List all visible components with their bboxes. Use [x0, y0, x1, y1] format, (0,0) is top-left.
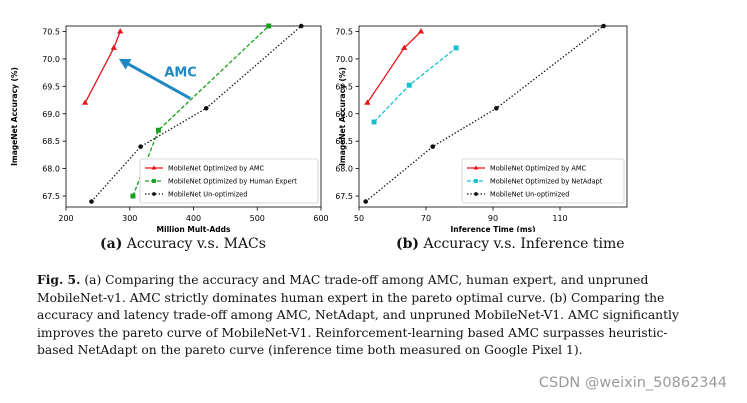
- chart-0-series-0-point: [110, 44, 117, 50]
- chart-0-series-0: [81, 28, 124, 105]
- chart-0-series-1-point: [130, 193, 136, 199]
- chart-0-series-2-point: [89, 199, 94, 204]
- chart-1-series-0-point: [417, 28, 425, 34]
- chart-1-series-1-point: [406, 82, 412, 88]
- chart-1-y-tick-label: 68.5: [336, 137, 353, 146]
- chart-0-series-2-point: [203, 105, 209, 111]
- chart-1-series-2-point: [363, 199, 369, 204]
- chart-0-legend-entry: MobileNet Un-optimized: [168, 191, 247, 199]
- chart-1-series-0-point: [401, 44, 408, 50]
- chart-0-y-axis-label: ImageNet Accuracy (%): [10, 67, 19, 166]
- subcaption-b: (b) Accuracy v.s. Inference time: [396, 236, 625, 252]
- chart-0-y-tick-label: 70.0: [42, 55, 60, 64]
- chart-0-x-tick-label: 200: [58, 214, 73, 223]
- chart-0-legend-swatch-marker: [151, 165, 157, 170]
- chart-0-x-tick-label: 500: [250, 214, 265, 223]
- subcaption-a: (a) Accuracy v.s. MACs: [100, 236, 266, 252]
- subcaption-a-text: Accuracy v.s. MACs: [126, 236, 266, 252]
- chart-1-series-2-point: [494, 105, 499, 111]
- chart-1-legend-swatch-marker: [474, 192, 478, 196]
- chart-0-legend-entry: MobileNet Optimized by Human Expert: [168, 178, 297, 186]
- chart-accuracy-vs-inference-time: 50 70 90 110 67.5 68.0 68.5 69.0 69.5 70.0 70.5 Inf…: [336, 23, 628, 232]
- chart-0-y-tick-label: 69.0: [42, 110, 60, 119]
- chart-1-series-1-point: [371, 119, 377, 125]
- chart-1-legend-swatch-marker: [473, 165, 479, 170]
- chart-0-x-tick-label: 600: [313, 214, 328, 223]
- chart-0-y-tick-label: 68.5: [42, 137, 60, 146]
- chart-0-series-1-point: [155, 127, 161, 133]
- chart-1-y-tick-label: 70.0: [336, 55, 353, 64]
- chart-0-series-1-point: [266, 23, 272, 29]
- chart-0-y-tick-label: 68.0: [42, 165, 60, 174]
- chart-0-annotation-arrow-head: [118, 58, 132, 70]
- chart-0-x-tick-label: 300: [122, 214, 137, 223]
- chart-0-annotation-label: AMC: [164, 65, 197, 80]
- chart-0-series-2-point: [138, 144, 143, 149]
- chart-1-series-1-point: [453, 45, 459, 51]
- chart-1-x-tick-label: 90: [488, 214, 498, 223]
- chart-1-y-tick-label: 70.5: [336, 27, 353, 36]
- chart-1-x-axis-label: Inference Time (ms): [450, 225, 535, 232]
- figure-caption-label: Fig. 5.: [37, 272, 81, 287]
- chart-1-x-tick-label: 110: [552, 214, 567, 223]
- chart-0-y-tick-label: 69.5: [42, 82, 60, 91]
- chart-0-series-2-point: [298, 23, 304, 29]
- chart-1-legend-entry: MobileNet Optimized by AMC: [490, 165, 587, 173]
- chart-0-y-tick-label: 70.5: [42, 27, 60, 36]
- chart-1-legend-entry: MobileNet Un-optimized: [490, 191, 569, 199]
- chart-1-x-tick-label: 50: [354, 214, 364, 223]
- chart-1-y-tick-label: 67.5: [336, 192, 353, 201]
- chart-1-series-1: [371, 45, 459, 125]
- chart-0-annotation-arrow-shaft: [127, 62, 192, 100]
- chart-1-series-2-point: [601, 23, 606, 29]
- chart-1-series-0: [364, 28, 425, 105]
- chart-1-series-2: [363, 23, 606, 204]
- chart-0-series-2: [89, 23, 304, 204]
- chart-0-y-tick-label: 67.5: [42, 192, 60, 201]
- chart-1-series-0-point: [364, 99, 371, 105]
- chart-1-y-axis-label: ImageNet Accuracy (%): [338, 67, 347, 166]
- chart-1-y-tick-label: 68.0: [336, 165, 353, 174]
- chart-0-legend: [139, 158, 319, 204]
- chart-0-series-0-point: [117, 28, 124, 34]
- chart-1-series-2-point: [430, 144, 436, 149]
- chart-1-x-tick-label: 70: [421, 214, 431, 223]
- subcaption-b-label: (b): [396, 236, 420, 252]
- chart-accuracy-vs-macs: 200 300 400 500 600 67.5 68.0 68.5 69.0 69.5 70.0 7…: [10, 23, 328, 232]
- chart-0-series-1-line: [132, 25, 270, 197]
- chart-0-series-1: [130, 23, 272, 199]
- chart-1-series-2-line: [365, 25, 604, 203]
- chart-0-x-tick-label: 400: [186, 214, 201, 223]
- chart-0-legend-swatch-marker: [152, 179, 156, 183]
- chart-0-legend-entry: MobileNet Optimized by AMC: [168, 165, 265, 173]
- chart-1-legend: [461, 158, 625, 204]
- chart-1-legend-swatch-marker: [474, 179, 478, 183]
- chart-1-legend-entry: MobileNet Optimized by NetAdapt: [490, 178, 603, 186]
- chart-1-y-tick-label: 69.0: [336, 110, 353, 119]
- chart-0-series-0-point: [81, 99, 89, 105]
- watermark: CSDN @weixin_50862344: [538, 375, 727, 391]
- figure-caption-text: (a) Comparing the accuracy and MAC trade…: [37, 273, 679, 358]
- subcaption-a-label: (a): [100, 236, 123, 252]
- subcaption-b-text: Accuracy v.s. Inference time: [423, 236, 625, 252]
- chart-1-y-tick-label: 69.5: [336, 82, 353, 91]
- chart-0-x-axis-label: Million Mult-Adds: [157, 225, 231, 232]
- chart-0-legend-swatch-marker: [152, 192, 156, 196]
- figure-caption: Fig. 5. (a) Comparing the accuracy and M…: [37, 271, 687, 360]
